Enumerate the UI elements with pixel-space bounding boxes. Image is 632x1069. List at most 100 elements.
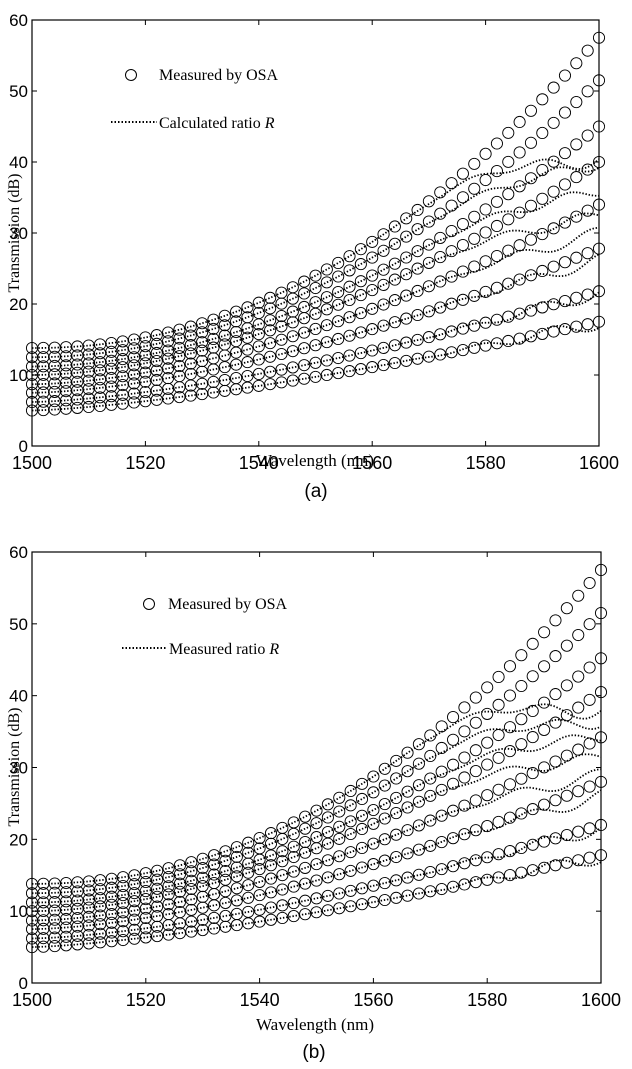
osa-point-b-s6 [572, 628, 585, 642]
osa-point-b-s1 [321, 889, 334, 902]
osa-point-b-s2 [299, 877, 312, 890]
osa-point-a-s2 [162, 372, 175, 385]
osa-point-b-s5 [458, 751, 471, 764]
osa-point-b-s5 [276, 845, 289, 858]
osa-point-a-s4 [388, 273, 401, 286]
osa-point-b-s1 [572, 825, 585, 838]
osa-point-b-s3 [378, 833, 391, 846]
osa-point-a-s6 [343, 264, 356, 277]
osa-point-b-s0 [390, 891, 403, 904]
osa-point-a-s4 [422, 256, 435, 269]
osa-point-a-s3 [456, 265, 469, 278]
osa-point-b-s3 [412, 819, 425, 832]
osa-point-b-s0 [549, 859, 562, 872]
osa-point-b-s3 [208, 888, 221, 901]
osa-point-a-s3 [207, 352, 220, 365]
osa-point-a-s5 [150, 346, 163, 360]
osa-point-b-s4 [299, 846, 312, 859]
osa-point-a-s2 [558, 256, 572, 269]
osa-point-b-s1 [276, 899, 289, 912]
osa-point-a-s2 [411, 308, 424, 322]
osa-point-b-s1 [333, 887, 346, 900]
osa-point-a-s6 [309, 281, 322, 295]
osa-point-a-s3 [286, 330, 299, 343]
osa-point-a-s1 [218, 373, 231, 387]
legend-circle-marker-b [143, 598, 155, 610]
osa-point-b-s2 [287, 880, 300, 893]
osa-point-a-s1 [309, 356, 322, 369]
y-axis-label-a: Transmission (dB) [6, 174, 23, 293]
osa-point-b-s1 [287, 897, 300, 910]
osa-point-a-s6 [241, 311, 254, 324]
osa-point-b-s6 [401, 765, 414, 778]
osa-point-a-s3 [536, 228, 549, 241]
osa-point-b-s7 [333, 791, 346, 804]
osa-point-b-s0 [367, 896, 380, 909]
osa-point-b-s1 [583, 822, 596, 835]
osa-point-a-s3 [320, 319, 333, 332]
osa-point-a-s4 [218, 338, 231, 351]
osa-point-b-s3 [276, 869, 289, 882]
osa-point-b-s7 [503, 660, 517, 673]
osa-point-b-s6 [287, 827, 300, 840]
osa-point-b-s2 [151, 910, 164, 923]
osa-point-a-s3 [196, 354, 209, 368]
osa-point-a-s5 [332, 285, 345, 299]
osa-point-b-s3 [560, 749, 573, 762]
osa-point-a-s4 [275, 320, 288, 333]
osa-point-a-s0 [400, 354, 413, 367]
osa-point-b-s4 [390, 807, 403, 820]
osa-point-b-s1 [412, 868, 425, 881]
y-ticks-a: 0 10 20 30 40 50 60 [9, 11, 599, 456]
osa-point-a-s2 [196, 365, 209, 378]
osa-point-a-s6 [332, 270, 345, 283]
osa-point-a-s7 [196, 317, 209, 330]
y-axis-label-b: Transmission (dB) [6, 708, 23, 827]
x-tick-label-a: 1580 [466, 453, 506, 473]
osa-point-b-s1 [219, 909, 232, 923]
osa-point-a-s3 [82, 374, 95, 387]
osa-point-b-s7 [560, 602, 573, 615]
osa-point-a-s3 [354, 307, 367, 320]
ratio-curve-b-0 [31, 859, 602, 948]
osa-point-b-s6 [458, 725, 471, 738]
osa-point-a-s7 [524, 104, 538, 117]
osa-point-b-s5 [264, 849, 278, 862]
osa-point-a-s0 [479, 339, 492, 352]
osa-point-a-s1 [513, 307, 526, 320]
osa-point-b-s4 [458, 771, 471, 784]
osa-point-b-s2 [458, 828, 471, 841]
osa-point-a-s7 [184, 320, 197, 333]
osa-point-a-s5 [547, 155, 560, 168]
osa-point-b-s4 [196, 880, 209, 893]
osa-point-b-s4 [492, 751, 505, 764]
osa-point-b-s5 [208, 868, 221, 881]
osa-point-a-s7 [241, 301, 254, 314]
osa-point-a-s3 [400, 289, 413, 302]
legend-b: Measured by OSA Measured ratio R [122, 596, 288, 658]
osa-point-b-s6 [196, 861, 209, 875]
osa-point-b-s4 [242, 866, 255, 879]
osa-point-a-s4 [400, 268, 413, 281]
osa-point-b-s7 [469, 691, 482, 704]
osa-point-b-s5 [526, 704, 539, 718]
osa-point-a-s2 [286, 345, 299, 358]
osa-point-b-s0 [515, 866, 528, 879]
osa-point-b-s6 [333, 805, 346, 818]
osa-point-a-s3 [298, 326, 311, 339]
osa-point-a-s7 [581, 44, 594, 57]
osa-point-b-s3 [549, 755, 562, 768]
osa-point-b-s5 [572, 670, 585, 683]
osa-point-b-s5 [139, 885, 152, 898]
osa-point-b-s6 [355, 792, 369, 806]
osa-point-b-s2 [276, 883, 289, 896]
osa-point-b-s6 [139, 875, 152, 889]
osa-point-a-s5 [196, 336, 209, 349]
ratio-curve-b-3 [31, 768, 602, 922]
osa-point-a-s5 [524, 172, 538, 185]
osa-point-b-s7 [185, 856, 198, 869]
osa-point-a-s6 [490, 165, 503, 178]
osa-point-a-s6 [570, 96, 583, 109]
osa-point-a-s0 [445, 346, 458, 359]
